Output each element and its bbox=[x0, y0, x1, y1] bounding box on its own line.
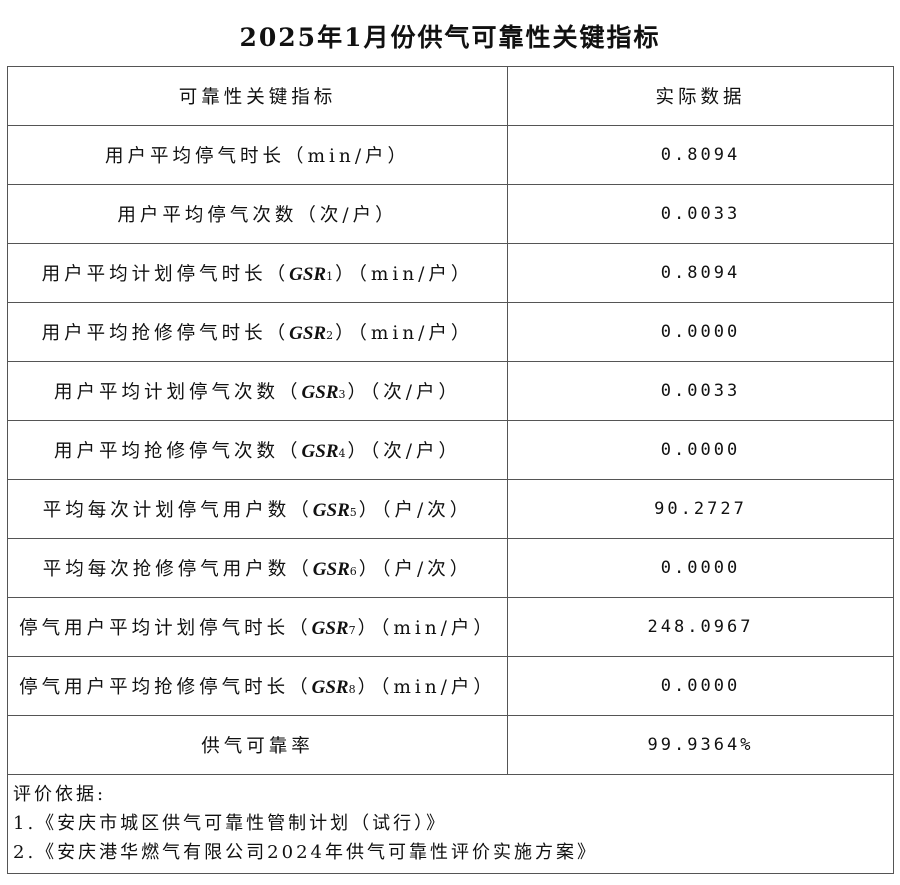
indicator-code: GSR bbox=[289, 323, 327, 344]
indicator-code: GSR bbox=[311, 618, 349, 639]
indicator-unit: ）（户/次） bbox=[358, 500, 473, 521]
indicator-name: 平均每次抢修停气用户数（ bbox=[42, 559, 313, 580]
indicator-code-subscript: 3 bbox=[338, 388, 346, 401]
table-row: 用户平均计划停气次数（GSR3 ）（次/户） 0.0033 bbox=[7, 361, 894, 421]
table-row: 用户平均抢修停气时长（GSR2 ）（min/户） 0.0000 bbox=[7, 302, 894, 362]
reliability-table: 可靠性关键指标 实际数据 用户平均停气时长（min/户） 0.8094 用户平均停气… bbox=[7, 66, 894, 874]
indicator-value: 0.0000 bbox=[507, 656, 894, 716]
indicator-value: 0.8094 bbox=[507, 243, 894, 303]
evaluation-basis-item: 1.《安庆市城区供气可靠性管制计划（试行）》 bbox=[13, 813, 448, 834]
indicator-label: 用户平均抢修停气时长（GSR2 ）（min/户） bbox=[7, 302, 508, 362]
table-header-row: 可靠性关键指标 实际数据 bbox=[7, 66, 894, 126]
indicator-name: 停气用户平均计划停气时长（ bbox=[19, 618, 312, 639]
indicator-value: 0.0000 bbox=[507, 538, 894, 598]
evaluation-basis-heading: 评价依据: bbox=[13, 784, 107, 805]
evaluation-basis: 评价依据: 1.《安庆市城区供气可靠性管制计划（试行）》 2.《安庆港华燃气有限公司… bbox=[7, 774, 894, 874]
indicator-code-subscript: 2 bbox=[326, 329, 334, 342]
indicator-label: 用户平均抢修停气次数（GSR4 ）（次/户） bbox=[7, 420, 508, 480]
indicator-code-subscript: 1 bbox=[326, 270, 334, 283]
indicator-name: 停气用户平均抢修停气时长（ bbox=[19, 677, 312, 698]
indicator-code-subscript: 6 bbox=[349, 565, 357, 578]
footer-row: 评价依据: 1.《安庆市城区供气可靠性管制计划（试行）》 2.《安庆港华燃气有限公司… bbox=[7, 774, 894, 874]
indicator-unit: ）（户/次） bbox=[358, 559, 473, 580]
table-row: 用户平均停气时长（min/户） 0.8094 bbox=[7, 125, 894, 185]
indicator-code-subscript: 5 bbox=[349, 506, 357, 519]
indicator-value: 0.0000 bbox=[507, 302, 894, 362]
indicator-label: 供气可靠率 bbox=[7, 715, 508, 775]
indicator-unit: ）（次/户） bbox=[347, 382, 461, 403]
indicator-code: GSR bbox=[311, 677, 349, 698]
evaluation-basis-item: 2.《安庆港华燃气有限公司2024年供气可靠性评价实施方案》 bbox=[13, 842, 598, 863]
indicator-value: 99.9364% bbox=[507, 715, 894, 775]
table-row: 用户平均停气次数（次/户） 0.0033 bbox=[7, 184, 894, 244]
page-title: 2025年1月份供气可靠性关键指标 bbox=[239, 23, 661, 52]
table-row: 供气可靠率 99.9364% bbox=[7, 715, 894, 775]
indicator-label: 平均每次计划停气用户数（GSR5 ）（户/次） bbox=[7, 479, 508, 539]
indicator-name: 用户平均停气时长 bbox=[104, 146, 285, 167]
table-row: 停气用户平均计划停气时长（GSR7 ）（min/户） 248.0967 bbox=[7, 597, 894, 657]
indicator-code-subscript: 8 bbox=[348, 683, 356, 696]
indicator-name: 用户平均抢修停气次数（ bbox=[54, 441, 302, 462]
indicator-label: 平均每次抢修停气用户数（GSR6 ）（户/次） bbox=[7, 538, 508, 598]
table-row: 平均每次抢修停气用户数（GSR6 ）（户/次） 0.0000 bbox=[7, 538, 894, 598]
indicator-code-subscript: 4 bbox=[338, 447, 346, 460]
indicator-label: 用户平均停气时长（min/户） bbox=[7, 125, 508, 185]
indicator-value: 248.0967 bbox=[507, 597, 894, 657]
indicator-name: 用户平均计划停气时长（ bbox=[41, 264, 290, 285]
table-row: 用户平均计划停气时长（GSR1 ）（min/户） 0.8094 bbox=[7, 243, 894, 303]
indicator-code: GSR bbox=[312, 559, 350, 580]
indicator-code: GSR bbox=[301, 441, 339, 462]
table-row: 平均每次计划停气用户数（GSR5 ）（户/次） 90.2727 bbox=[7, 479, 894, 539]
indicator-value: 0.0000 bbox=[507, 420, 894, 480]
indicator-unit: ）（min/户） bbox=[357, 618, 496, 639]
header-actual-data: 实际数据 bbox=[507, 66, 894, 126]
indicator-name: 用户平均抢修停气时长（ bbox=[41, 323, 290, 344]
indicator-name: 供气可靠率 bbox=[201, 736, 314, 757]
indicator-unit: ）（min/户） bbox=[357, 677, 496, 698]
table-row: 停气用户平均抢修停气时长（GSR8 ）（min/户） 0.0000 bbox=[7, 656, 894, 716]
indicator-unit: ）（min/户） bbox=[335, 323, 474, 344]
indicator-value: 0.0033 bbox=[507, 361, 894, 421]
indicator-unit: ）（次/户） bbox=[347, 441, 461, 462]
indicator-value: 0.0033 bbox=[507, 184, 894, 244]
indicator-unit: ）（min/户） bbox=[335, 264, 474, 285]
table-row: 用户平均抢修停气次数（GSR4 ）（次/户） 0.0000 bbox=[7, 420, 894, 480]
indicator-value: 0.8094 bbox=[507, 125, 894, 185]
indicator-label: 停气用户平均计划停气时长（GSR7 ）（min/户） bbox=[7, 597, 508, 657]
indicator-code: GSR bbox=[301, 382, 339, 403]
indicator-value: 90.2727 bbox=[507, 479, 894, 539]
indicator-unit: （min/户） bbox=[284, 146, 411, 167]
indicator-code-subscript: 7 bbox=[348, 624, 356, 637]
indicator-name: 用户平均停气次数 bbox=[117, 205, 298, 226]
indicator-unit: （次/户） bbox=[297, 205, 398, 226]
indicator-label: 用户平均计划停气时长（GSR1 ）（min/户） bbox=[7, 243, 508, 303]
header-indicator: 可靠性关键指标 bbox=[7, 66, 508, 126]
indicator-name: 用户平均计划停气次数（ bbox=[54, 382, 302, 403]
indicator-label: 用户平均计划停气次数（GSR3 ）（次/户） bbox=[7, 361, 508, 421]
indicator-code: GSR bbox=[312, 500, 350, 521]
indicator-label: 用户平均停气次数（次/户） bbox=[7, 184, 508, 244]
indicator-label: 停气用户平均抢修停气时长（GSR8 ）（min/户） bbox=[7, 656, 508, 716]
indicator-code: GSR bbox=[289, 264, 327, 285]
indicator-name: 平均每次计划停气用户数（ bbox=[42, 500, 313, 521]
